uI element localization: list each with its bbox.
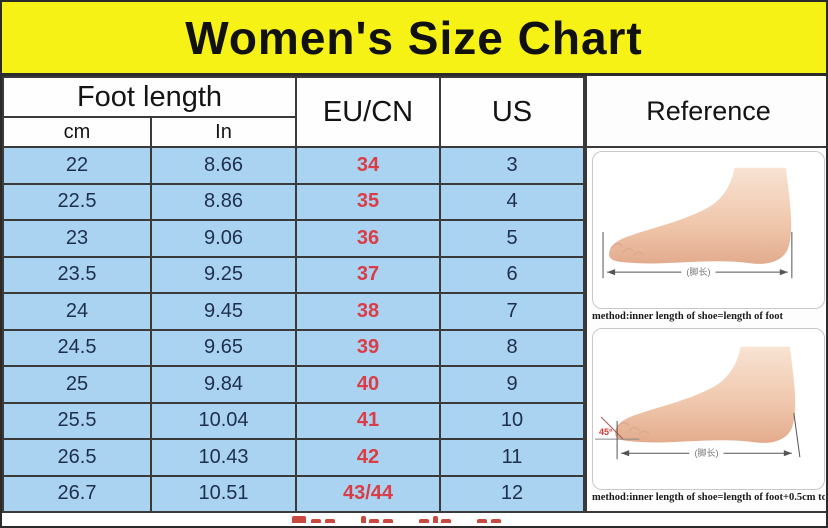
table-row: 23 9.06 36 5	[2, 219, 586, 258]
table-row: 22.5 8.86 35 4	[2, 182, 586, 221]
cell-foot-cm: 24	[2, 292, 152, 331]
cell-foot-in: 9.06	[149, 219, 298, 258]
cell-eu-size: 35	[295, 182, 442, 221]
reference-caption-top: method:inner length of shoe=length of fo…	[592, 311, 784, 322]
bottom-strip	[2, 513, 826, 523]
cell-foot-cm: 26.7	[2, 474, 152, 513]
reference-body: (脚长) method:inner length of shoe=length …	[587, 148, 826, 511]
foot-panel-top: (脚长)	[592, 151, 826, 309]
header-cm: cm	[2, 116, 152, 148]
cell-foot-cm: 25.5	[2, 401, 152, 440]
cell-eu-size: 43/44	[295, 474, 442, 513]
cell-foot-in: 10.04	[149, 401, 298, 440]
cell-eu-size: 34	[295, 146, 442, 185]
cell-us-size: 3	[439, 146, 586, 185]
cell-us-size: 8	[439, 328, 586, 367]
cell-us-size: 5	[439, 219, 586, 258]
cell-us-size: 10	[439, 401, 586, 440]
table-row: 25.5 10.04 41 10	[2, 401, 586, 440]
foot-diagram-length-icon: (脚长)	[602, 167, 793, 279]
cell-foot-cm: 22.5	[2, 182, 152, 221]
angle-label: 45°	[599, 427, 613, 437]
cell-us-size: 4	[439, 182, 586, 221]
cell-eu-size: 36	[295, 219, 442, 258]
cell-eu-size: 37	[295, 255, 442, 294]
cell-foot-in: 10.43	[149, 438, 298, 477]
cell-eu-size: 38	[295, 292, 442, 331]
page-title: Women's Size Chart	[185, 11, 643, 64]
table-row: 26.5 10.43 42 11	[2, 438, 586, 477]
cell-foot-in: 9.45	[149, 292, 298, 331]
clipped-red-text	[292, 516, 505, 523]
cell-foot-in: 9.84	[149, 365, 298, 404]
cell-foot-in: 8.66	[149, 146, 298, 185]
cell-foot-in: 8.86	[149, 182, 298, 221]
cell-foot-cm: 23	[2, 219, 152, 258]
foot-diagram-angle-icon: 45° (脚长)	[595, 346, 801, 460]
foot-panel-bottom: 45° (脚长)	[592, 328, 826, 490]
cell-foot-cm: 25	[2, 365, 152, 404]
size-table-head: Foot length EU/CN US cm In	[2, 76, 586, 148]
title-banner: Women's Size Chart	[2, 2, 826, 76]
size-table: Foot length EU/CN US cm In 22 8.66 34 3 …	[2, 76, 586, 513]
cell-foot-cm: 26.5	[2, 438, 152, 477]
chart-body: Foot length EU/CN US cm In 22 8.66 34 3 …	[2, 76, 826, 513]
cell-eu-size: 39	[295, 328, 442, 367]
header-in: In	[149, 116, 298, 148]
cell-foot-in: 10.51	[149, 474, 298, 513]
table-row: 24.5 9.65 39 8	[2, 328, 586, 367]
cell-us-size: 11	[439, 438, 586, 477]
cell-foot-cm: 24.5	[2, 328, 152, 367]
size-table-body: 22 8.66 34 3 22.5 8.86 35 4 23 9.06 36 5…	[2, 146, 586, 513]
cell-foot-in: 9.65	[149, 328, 298, 367]
table-row: 25 9.84 40 9	[2, 365, 586, 404]
table-row: 24 9.45 38 7	[2, 292, 586, 331]
cell-us-size: 12	[439, 474, 586, 513]
foot-shape	[609, 167, 792, 264]
foot-length-label: (脚长)	[686, 266, 710, 277]
cell-eu-size: 41	[295, 401, 442, 440]
cell-us-size: 9	[439, 365, 586, 404]
cell-us-size: 6	[439, 255, 586, 294]
table-row: 26.7 10.51 43/44 12	[2, 474, 586, 513]
reference-column: Reference	[585, 76, 826, 511]
foot-length-label: (脚长)	[694, 447, 718, 458]
table-row: 23.5 9.25 37 6	[2, 255, 586, 294]
cell-eu-size: 42	[295, 438, 442, 477]
table-row: 22 8.66 34 3	[2, 146, 586, 185]
header-us: US	[439, 76, 586, 148]
cell-foot-cm: 22	[2, 146, 152, 185]
cell-us-size: 7	[439, 292, 586, 331]
header-foot-length: Foot length	[2, 76, 298, 118]
cell-foot-in: 9.25	[149, 255, 298, 294]
cell-foot-cm: 23.5	[2, 255, 152, 294]
cell-eu-size: 40	[295, 365, 442, 404]
header-eu-cn: EU/CN	[295, 76, 442, 148]
foot-shape	[615, 346, 796, 443]
header-reference: Reference	[587, 76, 826, 148]
reference-caption-bottom: method:inner length of shoe=length of fo…	[592, 492, 826, 503]
